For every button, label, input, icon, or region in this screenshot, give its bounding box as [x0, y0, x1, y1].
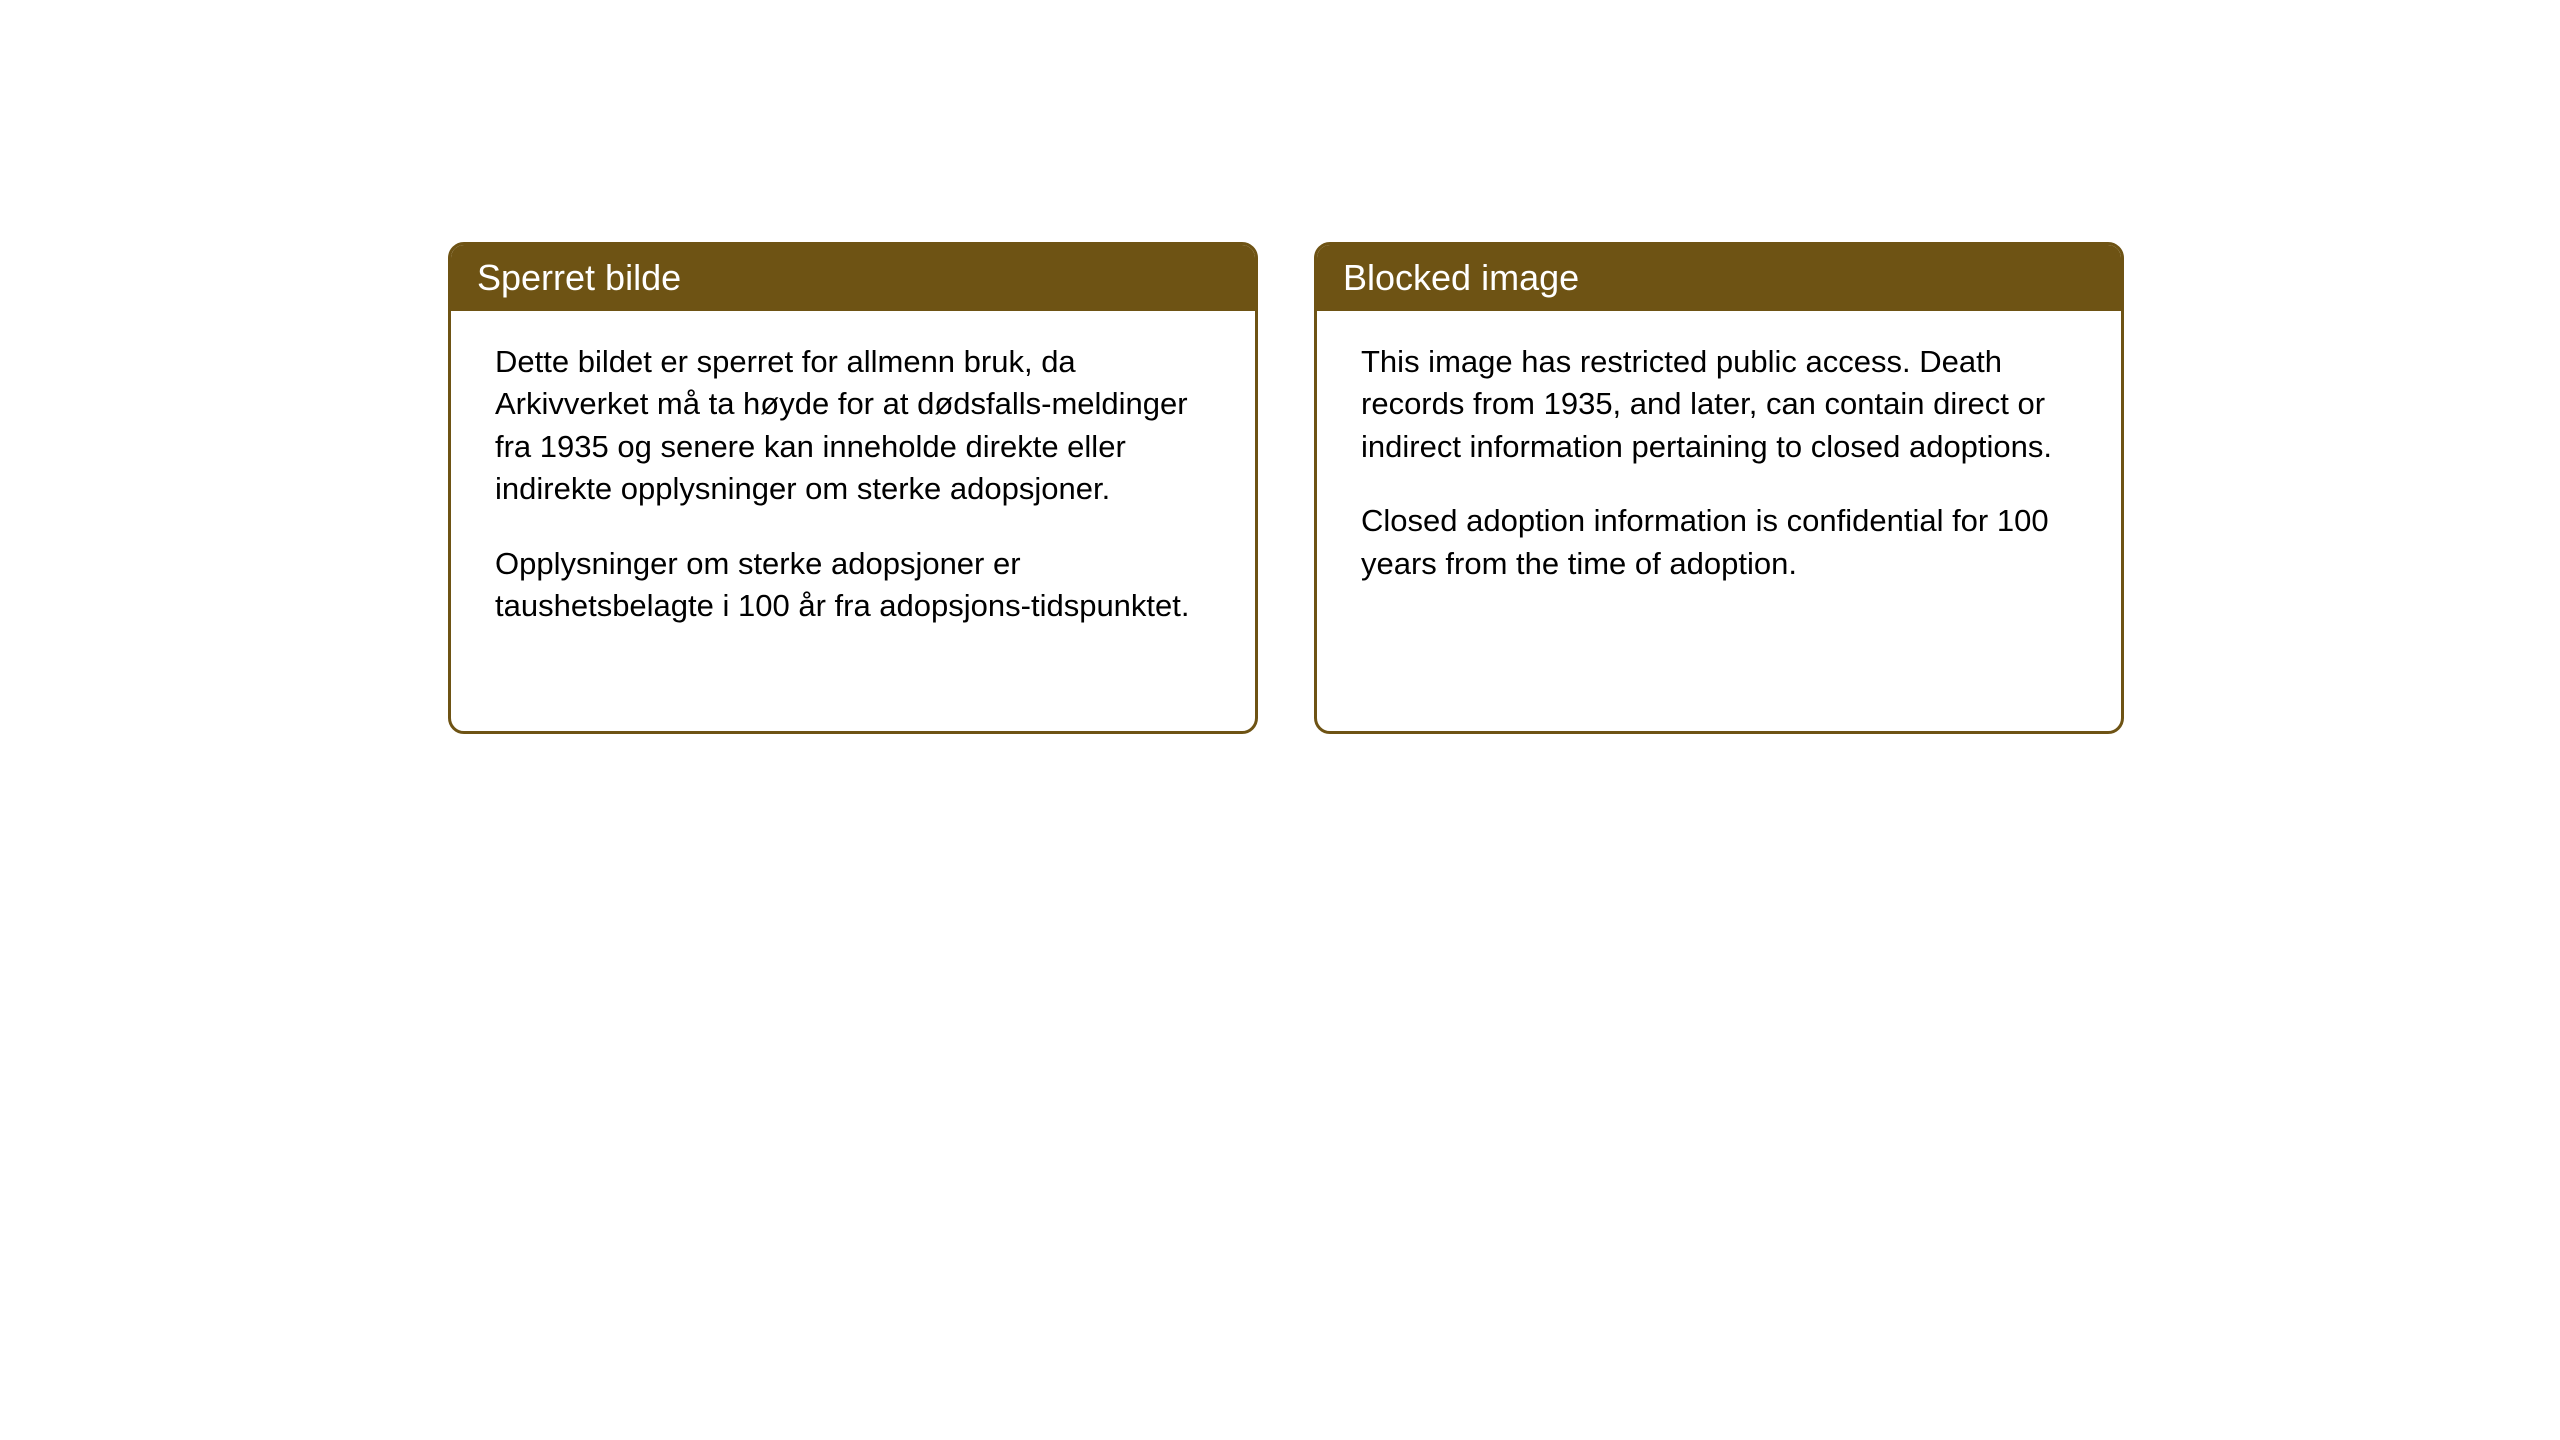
- card-body-norwegian: Dette bildet er sperret for allmenn bruk…: [451, 311, 1255, 731]
- card-header-english: Blocked image: [1317, 245, 2121, 311]
- card-header-norwegian: Sperret bilde: [451, 245, 1255, 311]
- paragraph-norwegian-1: Dette bildet er sperret for allmenn bruk…: [495, 341, 1211, 511]
- card-body-english: This image has restricted public access.…: [1317, 311, 2121, 731]
- cards-container: Sperret bilde Dette bildet er sperret fo…: [0, 0, 2560, 734]
- blocked-image-card-english: Blocked image This image has restricted …: [1314, 242, 2124, 734]
- paragraph-english-2: Closed adoption information is confident…: [1361, 500, 2077, 585]
- blocked-image-card-norwegian: Sperret bilde Dette bildet er sperret fo…: [448, 242, 1258, 734]
- paragraph-english-1: This image has restricted public access.…: [1361, 341, 2077, 468]
- paragraph-norwegian-2: Opplysninger om sterke adopsjoner er tau…: [495, 543, 1211, 628]
